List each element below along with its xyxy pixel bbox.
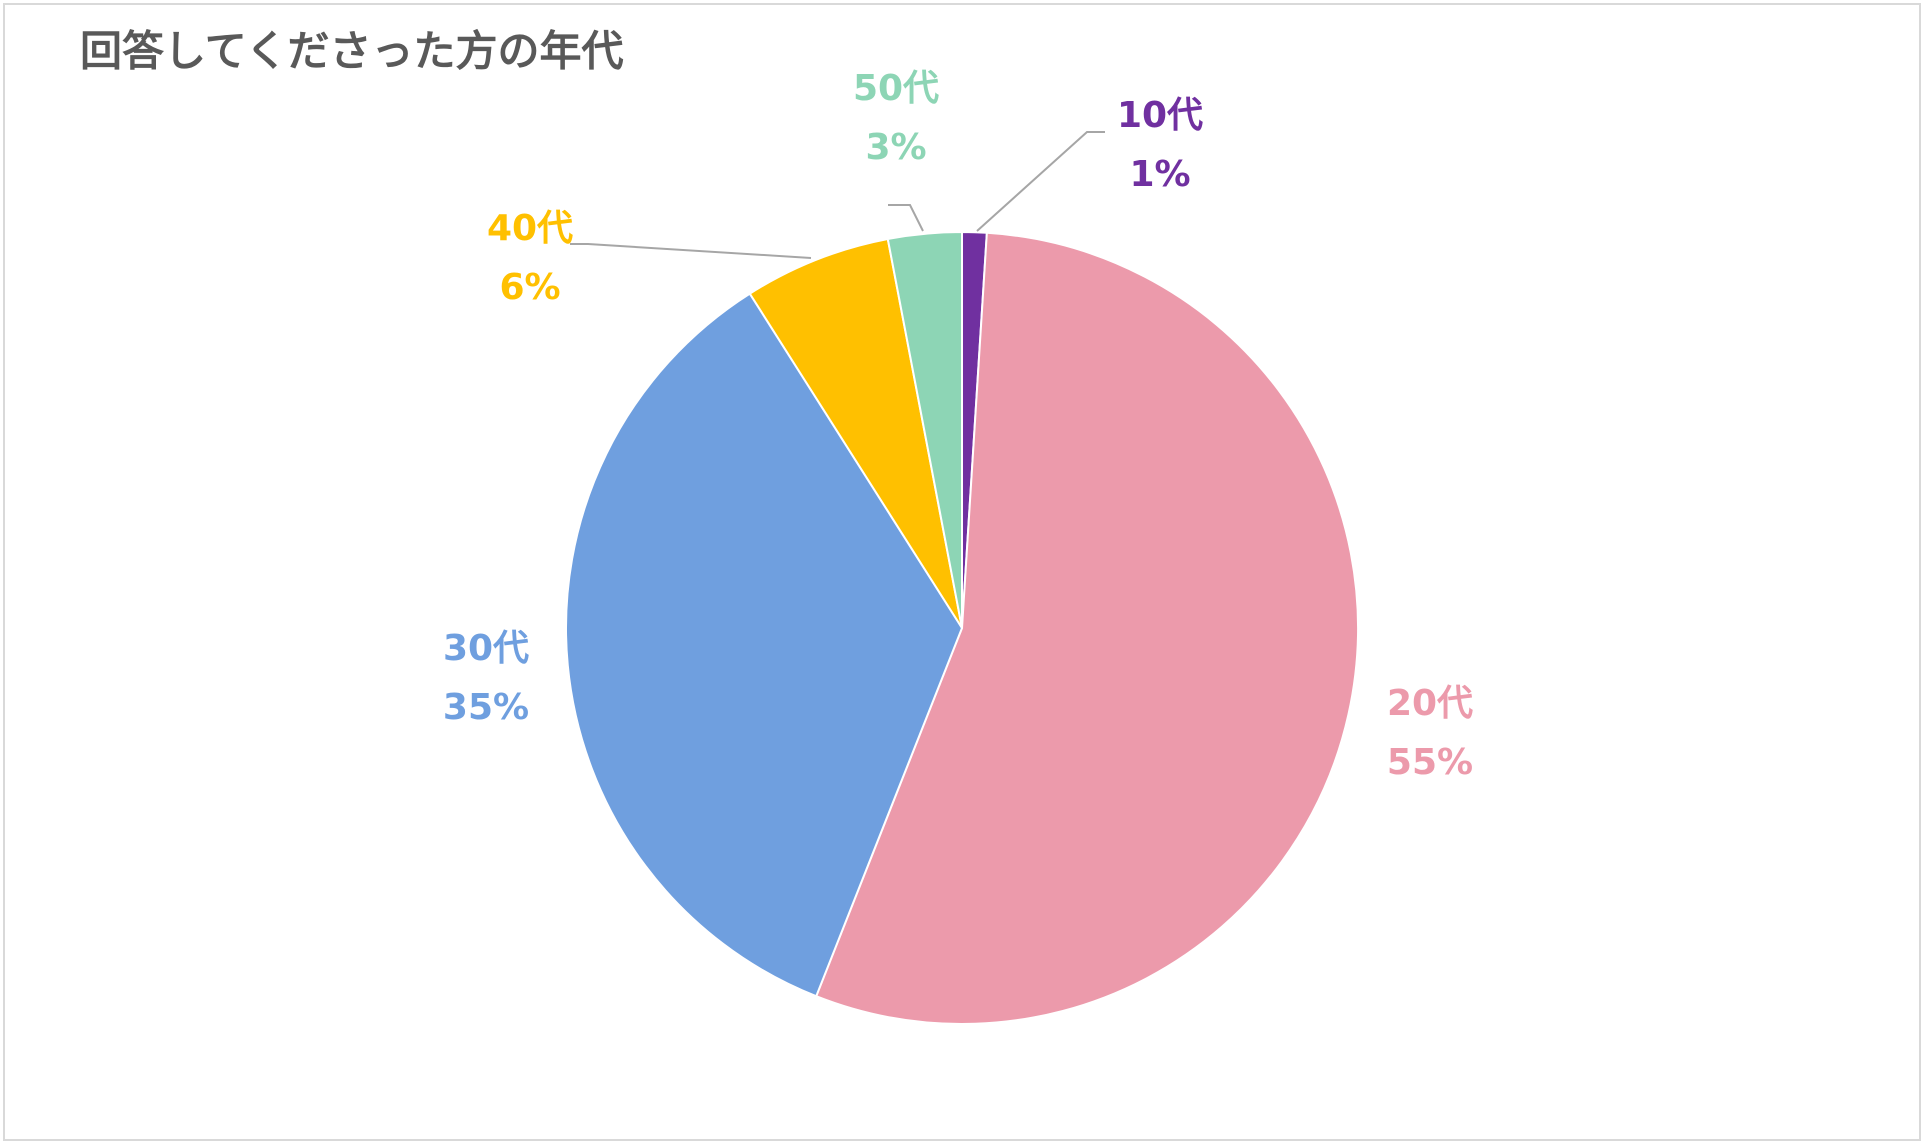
leader-line xyxy=(976,131,1105,232)
value-label: 1% xyxy=(1129,154,1190,195)
pie-slice xyxy=(565,292,964,998)
value-label: 35% xyxy=(443,687,529,728)
category-label: 20代 xyxy=(1387,683,1473,724)
pie-slice xyxy=(814,231,1359,1025)
pie-slice xyxy=(748,237,963,629)
category-label: 10代 xyxy=(1117,95,1203,136)
chart-title: 回答してくださった方の年代 xyxy=(80,27,623,76)
category-label: 30代 xyxy=(443,628,529,669)
value-label: 3% xyxy=(865,127,926,168)
category-label: 40代 xyxy=(487,208,573,249)
pie-slice xyxy=(886,230,963,629)
leader-line xyxy=(570,243,812,259)
value-label: 6% xyxy=(499,267,560,308)
value-label: 55% xyxy=(1387,742,1473,783)
category-label: 50代 xyxy=(853,68,939,109)
leader-line xyxy=(888,204,924,232)
